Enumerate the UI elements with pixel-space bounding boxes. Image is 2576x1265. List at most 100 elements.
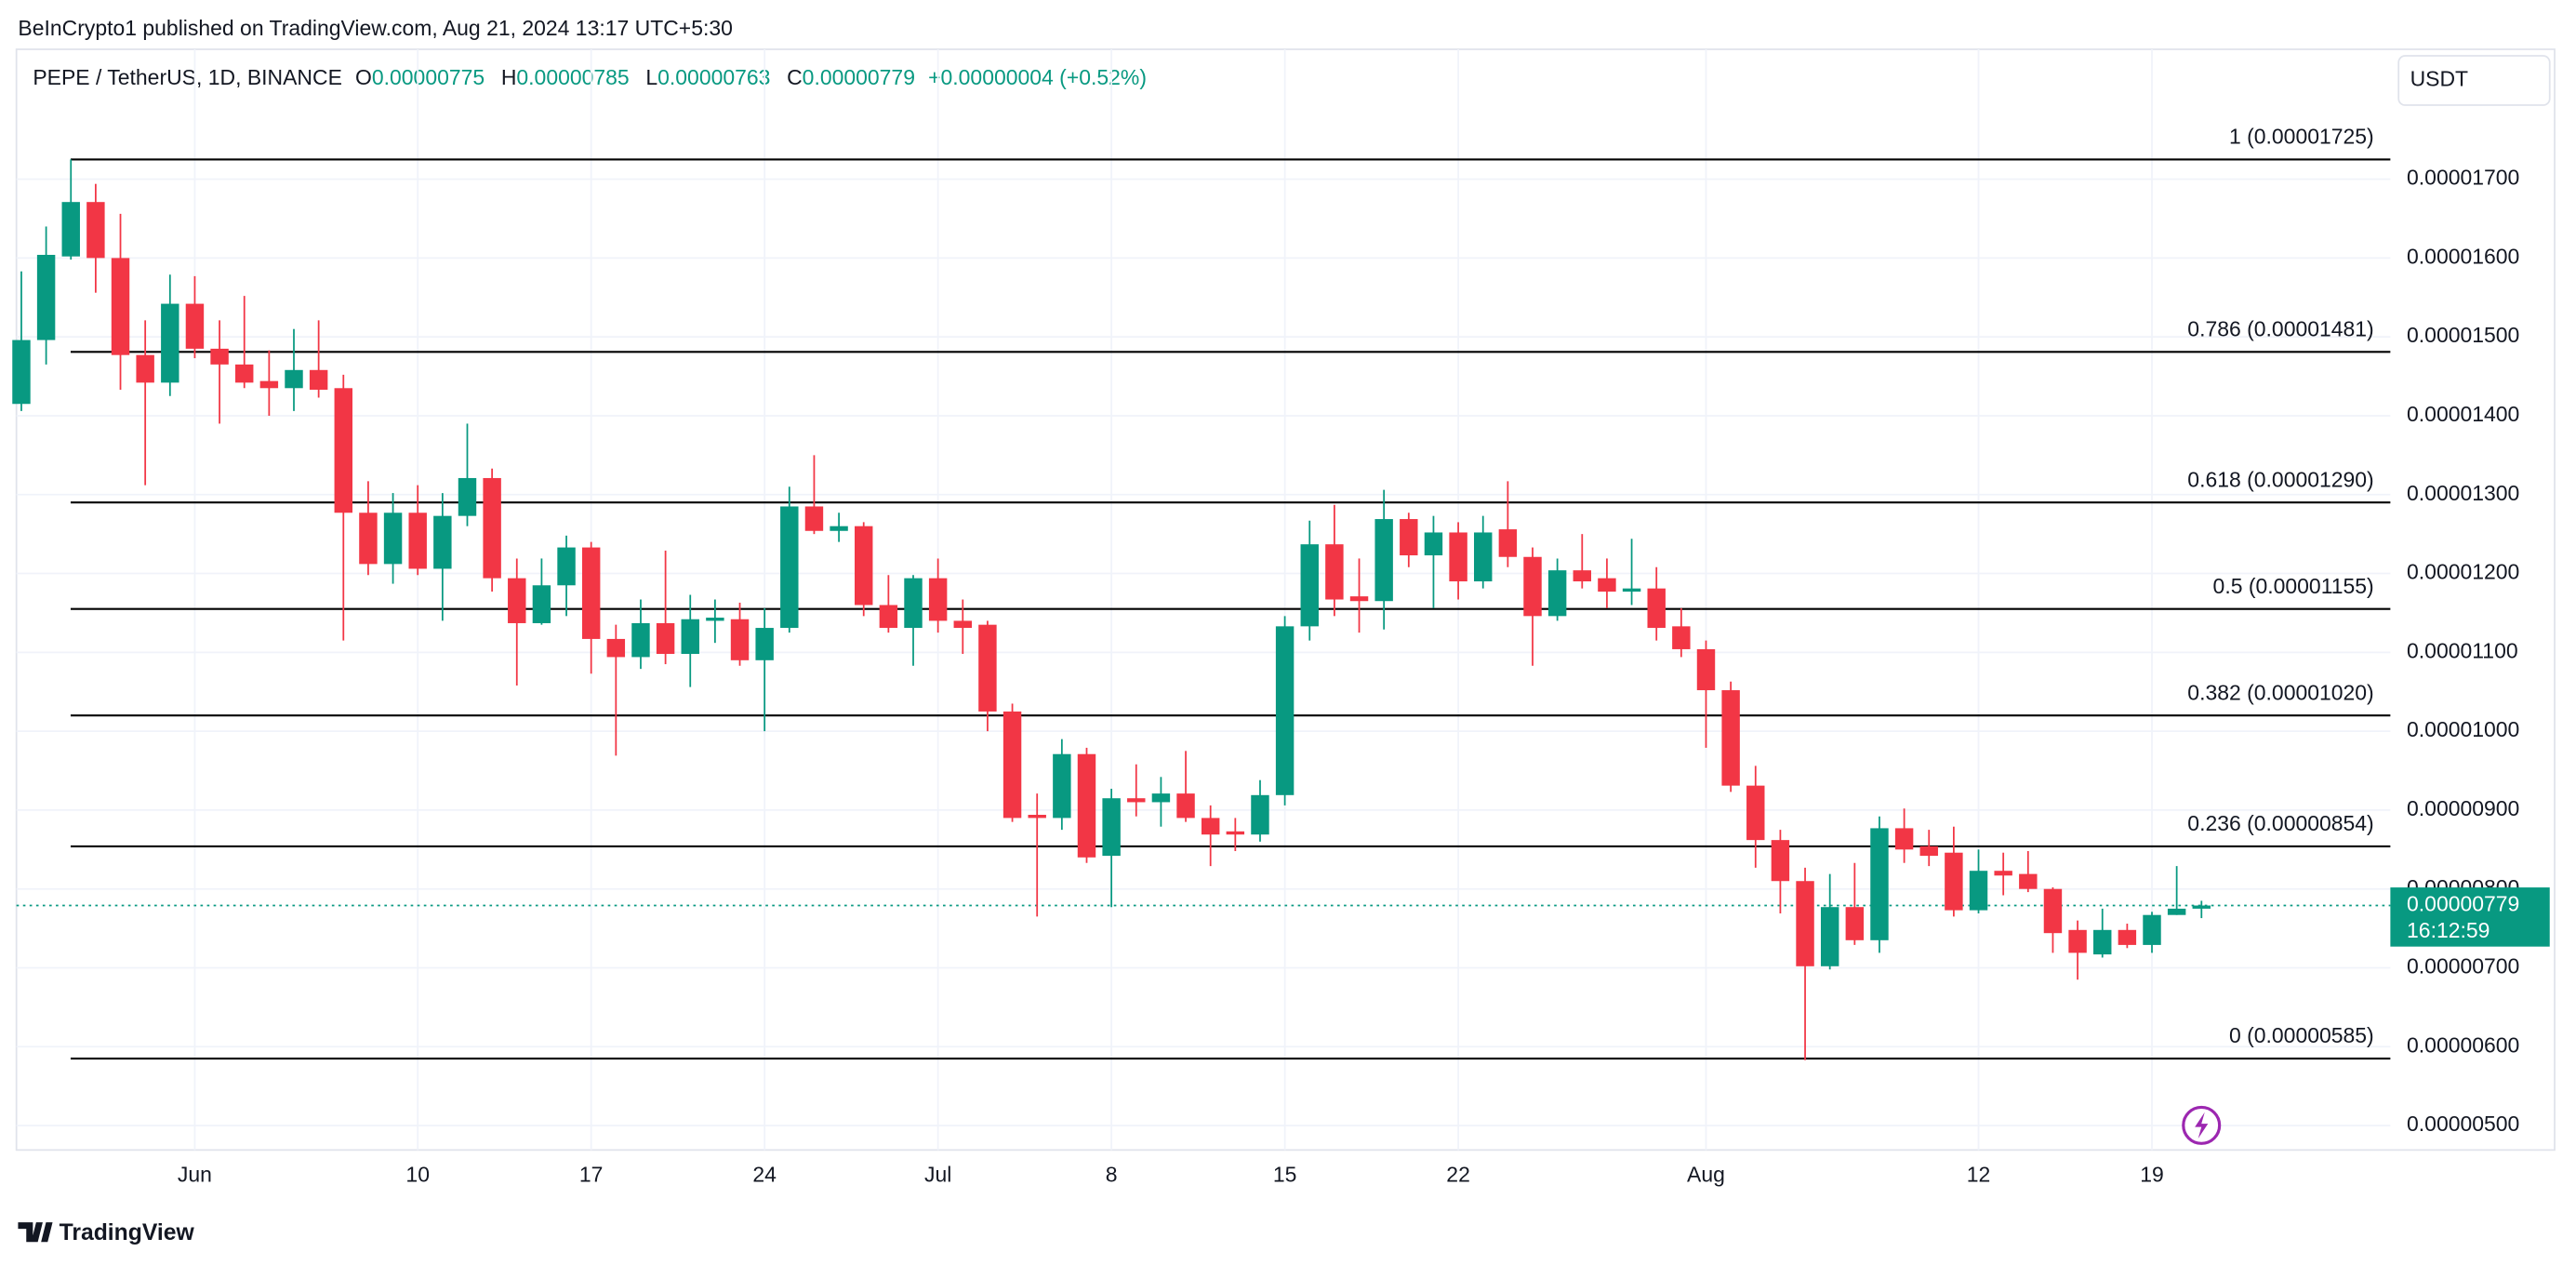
fib-label: 0 (0.00000585)	[2229, 1023, 2374, 1047]
fib-label: 0.236 (0.00000854)	[2187, 811, 2373, 835]
currency-button[interactable]	[2397, 55, 2551, 106]
candle-body	[285, 369, 303, 389]
y-tick-label: 0.00000600	[2407, 1032, 2519, 1057]
candle-body	[1945, 852, 1963, 911]
candle-body	[656, 622, 675, 655]
candle-body	[855, 526, 873, 606]
candle-body	[383, 513, 403, 565]
candle-body	[111, 258, 130, 355]
legend: PEPE / TetherUS, 1D, BINANCE O0.00000775 H…	[33, 65, 1147, 89]
candle-body	[334, 388, 353, 513]
candle-body	[780, 506, 799, 629]
candle-body	[730, 619, 750, 660]
candle-body	[606, 638, 626, 658]
candle-body	[1251, 794, 1269, 835]
candle-body	[532, 585, 551, 623]
candle-body	[2093, 929, 2112, 955]
x-tick-label: 19	[2140, 1163, 2164, 1187]
last-price-label: 0.00000779	[2407, 892, 2519, 916]
candle-body	[755, 628, 774, 660]
candle-body	[408, 513, 427, 569]
ohlc-value: 0.00000785	[516, 65, 629, 89]
candle-body	[1796, 881, 1814, 966]
candle-body	[1474, 532, 1493, 582]
ohlc-value: 0.00000779	[803, 65, 915, 89]
candle-body	[161, 303, 179, 383]
candle-body	[2192, 905, 2211, 909]
x-tick-label: Aug	[1687, 1163, 1725, 1187]
ohlc-key: O	[355, 65, 372, 89]
candle-body	[804, 506, 824, 531]
candle-body	[2167, 908, 2186, 915]
currency[interactable]: USDT	[2410, 67, 2468, 91]
x-tick-label: 15	[1273, 1163, 1297, 1187]
candle-body	[1672, 626, 1691, 649]
ohlc-key: H	[501, 65, 517, 89]
candle-body	[2019, 873, 2038, 889]
candle-body	[2068, 929, 2087, 953]
candle-body	[1053, 753, 1071, 819]
fib-label: 0.382 (0.00001020)	[2187, 680, 2373, 704]
candle-body	[433, 515, 452, 569]
candle-body	[309, 369, 328, 390]
candle-body	[706, 618, 724, 621]
candle-body	[1424, 532, 1443, 556]
candle-body	[1771, 840, 1790, 882]
candle-body	[1176, 793, 1195, 819]
candle-body	[1746, 785, 1765, 841]
candle-body	[1275, 626, 1295, 795]
y-tick-label: 0.00001200	[2407, 560, 2519, 584]
x-tick-label: Jun	[178, 1163, 212, 1187]
logo	[18, 1222, 53, 1243]
candle-body	[1151, 793, 1171, 803]
candle-body	[681, 619, 699, 655]
ohlc-value: 0.00000763	[657, 65, 770, 89]
candle-body	[259, 380, 279, 389]
candle-body	[1820, 907, 1839, 966]
candle-body	[1300, 544, 1319, 627]
x-tick-label: 8	[1106, 1163, 1118, 1187]
candle-body	[36, 254, 56, 340]
candle-body	[1547, 570, 1567, 617]
x-tick-label: 22	[1446, 1163, 1470, 1187]
x-tick-label: 24	[752, 1163, 777, 1187]
candle-body	[1870, 828, 1889, 940]
candle-body	[1226, 831, 1245, 835]
candle-body	[1325, 544, 1344, 600]
y-tick-label: 0.00001100	[2407, 638, 2518, 662]
fib-label: 0.5 (0.00001155)	[2213, 574, 2374, 598]
candle-body	[1994, 871, 2012, 876]
ohlc-value: 0.00000775	[372, 65, 485, 89]
ohlc-key: L	[645, 65, 657, 89]
candle-body	[1969, 871, 1988, 911]
candle-body	[581, 547, 601, 639]
candle-body	[1349, 596, 1369, 602]
change: +0.00000004 (+0.52%)	[928, 65, 1147, 89]
candle-body	[830, 526, 848, 531]
y-tick-label: 0.00000900	[2407, 796, 2519, 820]
alert-icon[interactable]	[2182, 1105, 2222, 1145]
candle-body	[978, 624, 997, 712]
candle-body	[1400, 519, 1418, 556]
candle-body	[631, 622, 650, 658]
candle-body	[235, 364, 254, 383]
candle-body	[1647, 588, 1666, 629]
y-tick-label: 0.00001400	[2407, 402, 2519, 426]
candle-body	[1077, 753, 1096, 858]
candle-body	[879, 605, 898, 629]
x-tick-label: Jul	[924, 1163, 951, 1187]
x-tick-label: 17	[579, 1163, 604, 1187]
candle-body	[359, 513, 378, 565]
candle-body	[508, 578, 526, 623]
candle-body	[1201, 818, 1220, 835]
candle-body	[136, 354, 154, 383]
y-tick-label: 0.00000500	[2407, 1112, 2519, 1136]
x-tick-label: 12	[1967, 1163, 1991, 1187]
candle-body	[483, 477, 501, 579]
candle-body	[12, 340, 31, 405]
last-price-tag	[2390, 887, 2550, 947]
candle-body	[2043, 888, 2063, 934]
countdown: 16:12:59	[2407, 918, 2490, 942]
candle-body	[1498, 529, 1518, 557]
candle-body	[1102, 798, 1121, 857]
